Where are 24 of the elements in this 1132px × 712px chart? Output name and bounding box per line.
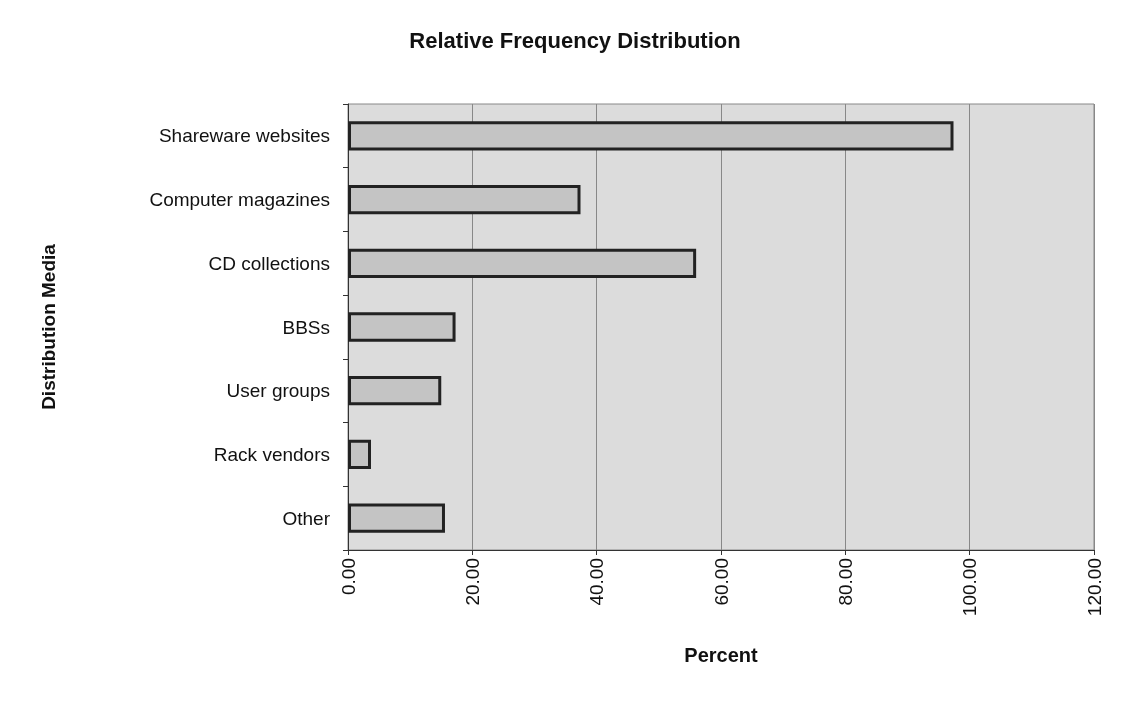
x-tick-label: 100.00	[959, 558, 981, 617]
bar	[348, 376, 442, 406]
x-tick-label: 20.00	[461, 558, 483, 606]
y-tick-label: CD collections	[208, 252, 330, 274]
bar	[348, 312, 456, 342]
bar	[348, 248, 697, 278]
x-tick-label: 60.00	[710, 558, 732, 606]
chart-title: Relative Frequency Distribution	[409, 27, 741, 53]
x-tick-label: 40.00	[586, 558, 608, 606]
bar	[348, 503, 445, 533]
y-tick-label: BBSs	[282, 316, 330, 338]
y-tick-label: User groups	[226, 380, 330, 402]
x-tick-label: 0.00	[337, 558, 359, 595]
x-tick-label: 120.00	[1083, 558, 1105, 617]
y-tick-label: Other	[282, 507, 331, 529]
y-tick-label: Shareware websites	[158, 125, 330, 147]
y-tick-label: Computer magazines	[149, 189, 330, 211]
y-axis-title: Distribution Media	[38, 243, 59, 410]
x-tick-label: 80.00	[834, 558, 856, 606]
y-tick-label: Rack vendors	[213, 443, 330, 465]
bar	[348, 121, 954, 151]
bar	[348, 184, 581, 215]
bar	[348, 439, 371, 470]
x-axis-title: Percent	[684, 644, 759, 666]
